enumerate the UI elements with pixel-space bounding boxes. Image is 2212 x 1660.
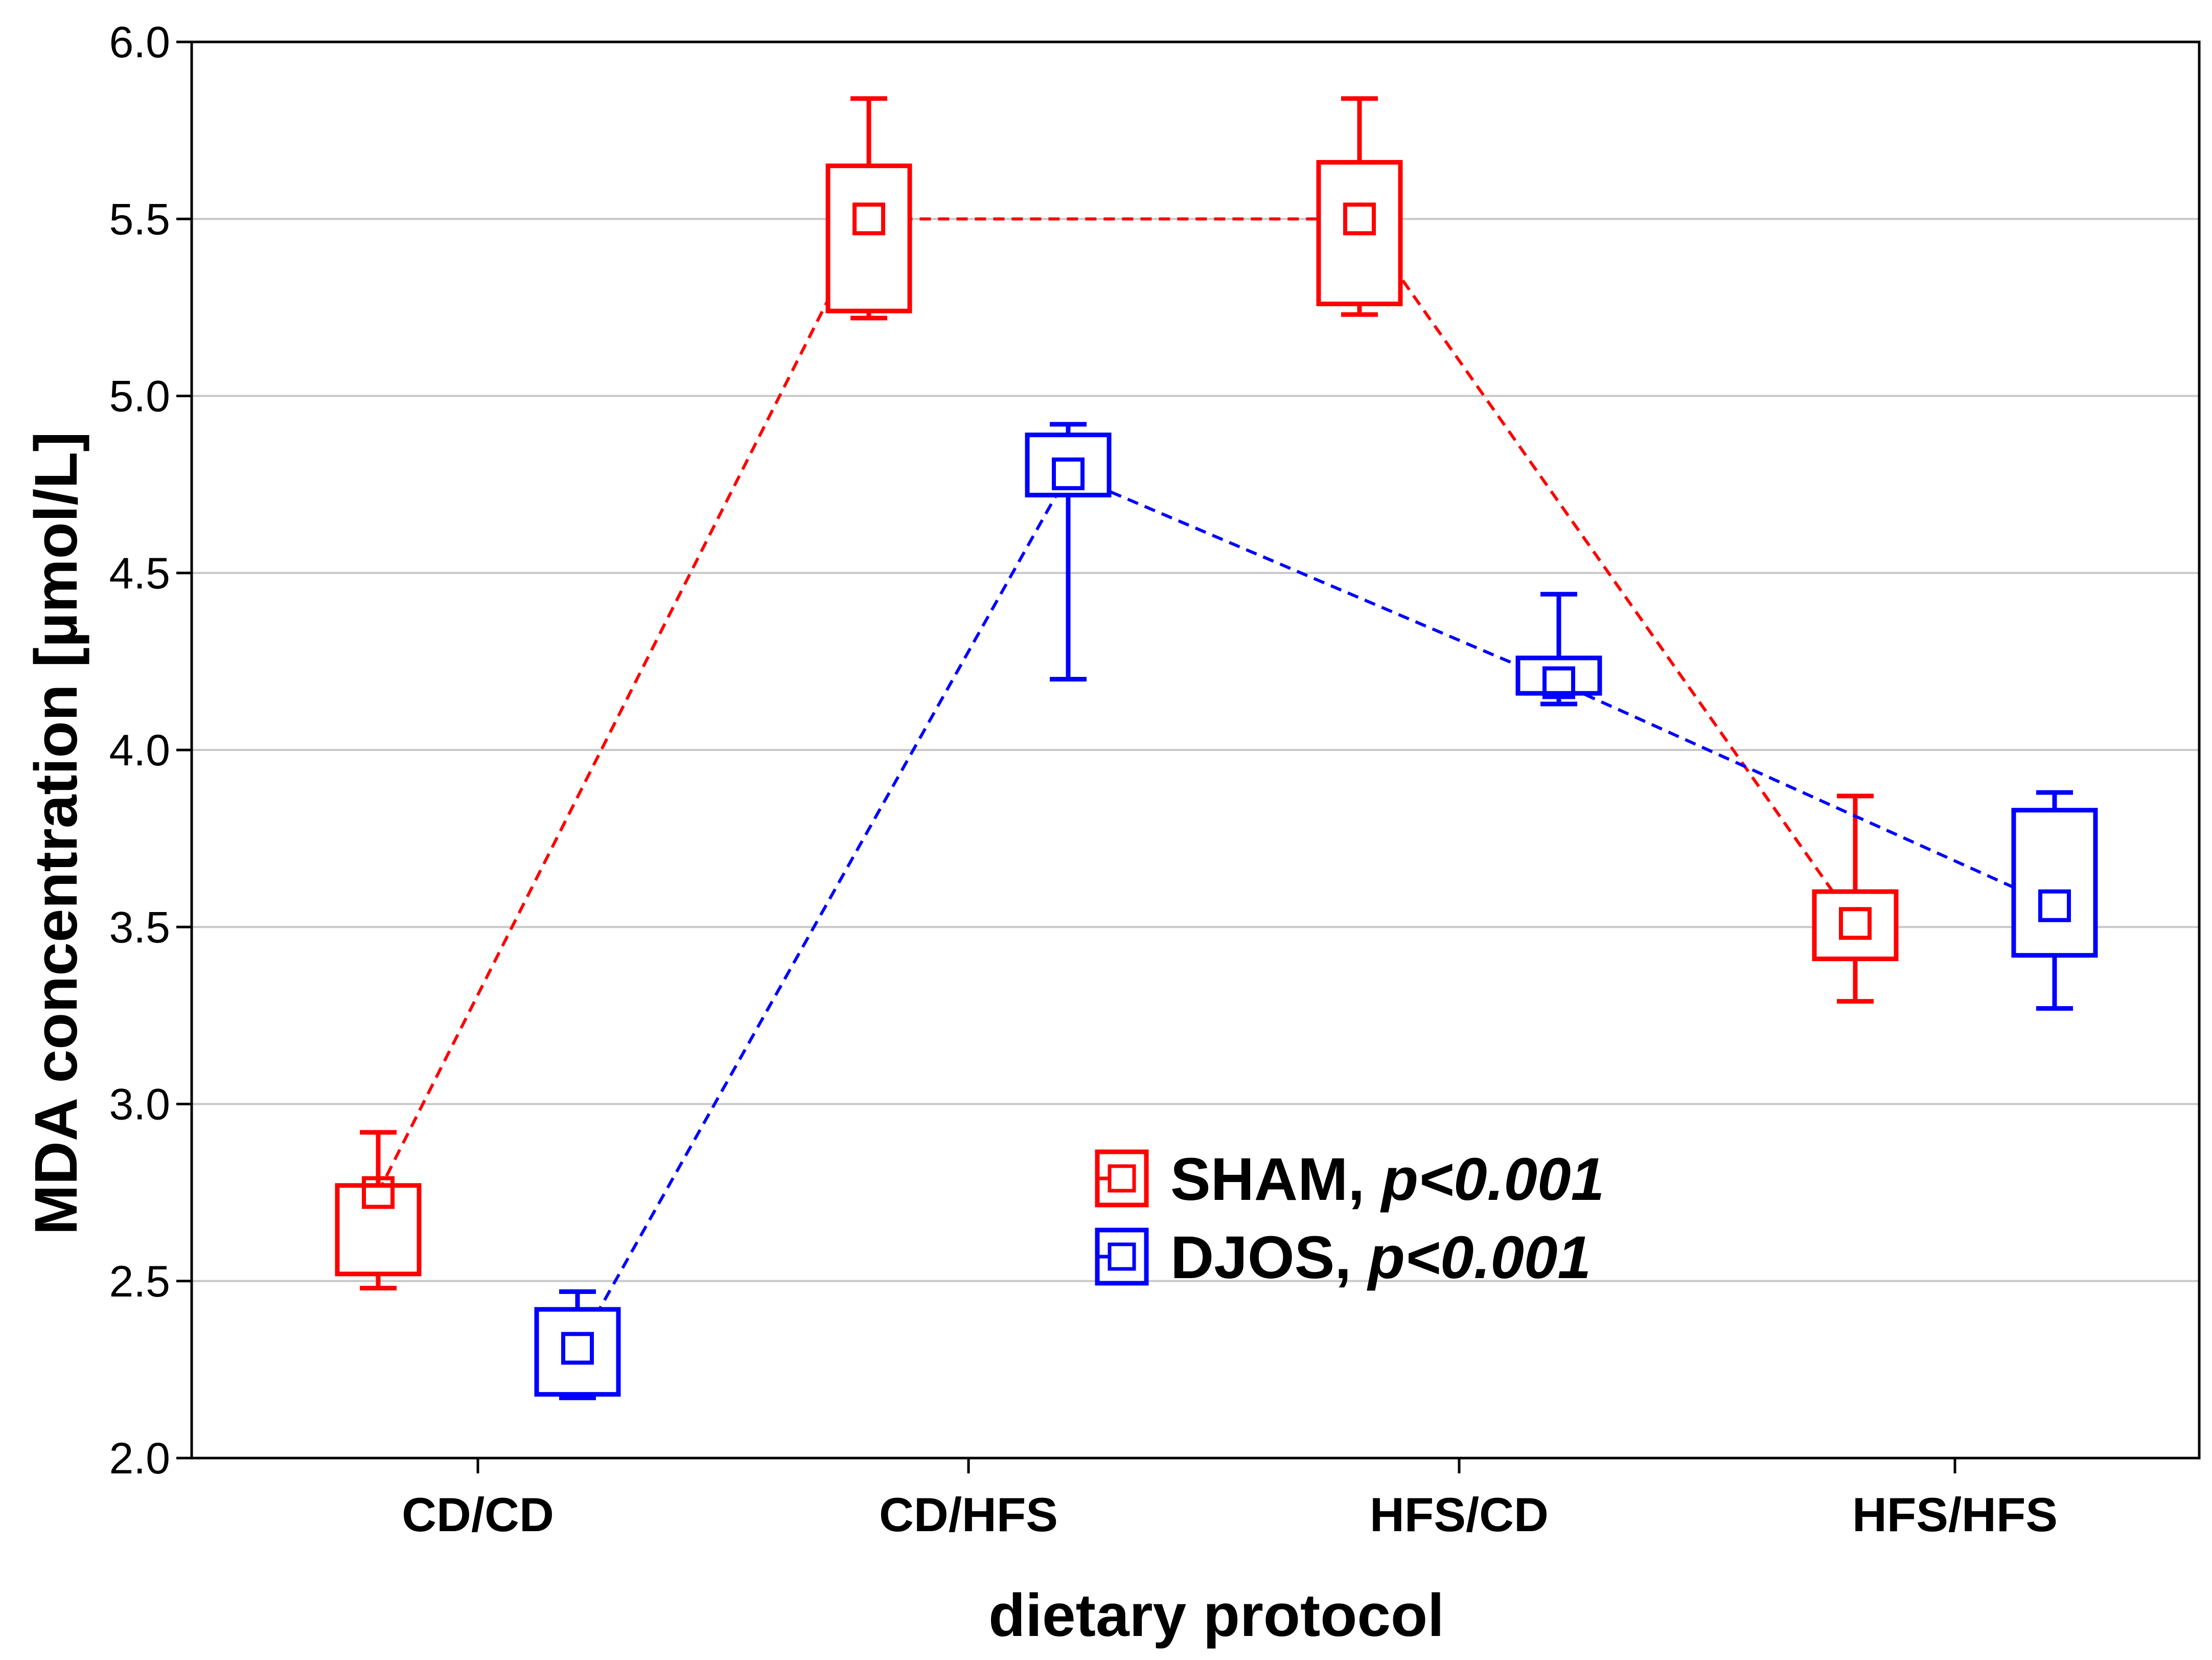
plot-frame xyxy=(190,40,2201,1460)
series-line-sham xyxy=(377,217,1857,1193)
x-axis-ticks: CD/CD CD/HFS HFS/CD HFS/HFS xyxy=(402,1458,2058,1541)
series-layer xyxy=(335,96,2098,1400)
legend-label-djos: DJOS, p<0.001 xyxy=(1170,1224,1591,1291)
median-marker-djos-cd-cd xyxy=(561,1332,594,1365)
y-tick-label-4.0: 4.0 xyxy=(109,726,170,775)
legend-label-sham: SHAM, p<0.001 xyxy=(1170,1146,1604,1213)
median-marker-sham-cd-hfs xyxy=(852,202,885,236)
box-djos-cd-cd xyxy=(534,1307,621,1397)
x-tick-label-HFS/CD: HFS/CD xyxy=(1370,1488,1549,1541)
y-tick-label-2.0: 2.0 xyxy=(109,1434,170,1483)
y-axis-title: MDA concentration [µmol/L] xyxy=(22,431,90,1235)
y-tick-label-4.5: 4.5 xyxy=(109,549,170,598)
legend-series-name-djos: DJOS, xyxy=(1170,1224,1368,1291)
y-axis-ticks: 2.0 2.5 3.0 3.5 4.0 4.5 5.0 5.5 6.0 xyxy=(109,18,192,1483)
median-marker-sham-hfs-hfs xyxy=(1839,907,1872,940)
box-sham-hfs-hfs xyxy=(1812,889,1899,962)
legend-pvalue-djos: p<0.001 xyxy=(1367,1224,1591,1291)
box-sham-cd-hfs xyxy=(825,163,912,313)
box-djos-cd-hfs xyxy=(1025,433,1112,497)
y-tick-label-5.0: 5.0 xyxy=(109,372,170,421)
y-tick-label-6.0: 6.0 xyxy=(109,18,170,67)
median-marker-sham-cd-cd xyxy=(362,1176,395,1209)
median-marker-djos-hfs-hfs xyxy=(2038,889,2071,922)
y-tick-label-2.5: 2.5 xyxy=(109,1257,170,1306)
median-marker-sham-hfs-cd xyxy=(1343,202,1376,236)
y-tick-label-3.0: 3.0 xyxy=(109,1080,170,1129)
legend-pvalue-sham: p<0.001 xyxy=(1380,1146,1604,1213)
y-tick-label-5.5: 5.5 xyxy=(109,195,170,244)
x-tick-label-CD/CD: CD/CD xyxy=(402,1488,554,1541)
x-axis-title: dietary protocol xyxy=(988,1582,1444,1649)
series-sham xyxy=(335,96,1899,1291)
box-sham-cd-cd xyxy=(335,1183,422,1277)
box-djos-hfs-hfs xyxy=(2011,808,2098,958)
x-tick-label-HFS/HFS: HFS/HFS xyxy=(1852,1488,2058,1541)
x-tick-label-CD/HFS: CD/HFS xyxy=(879,1488,1058,1541)
median-marker-djos-hfs-cd xyxy=(1542,666,1575,699)
gridlines xyxy=(192,218,2199,1282)
series-djos xyxy=(534,422,2098,1400)
legend-series-name-sham: SHAM, xyxy=(1170,1146,1381,1213)
series-line-djos xyxy=(576,472,2056,1349)
box-djos-hfs-cd xyxy=(1515,655,1602,696)
median-marker-djos-cd-hfs xyxy=(1052,457,1085,490)
y-tick-label-3.5: 3.5 xyxy=(109,903,170,952)
